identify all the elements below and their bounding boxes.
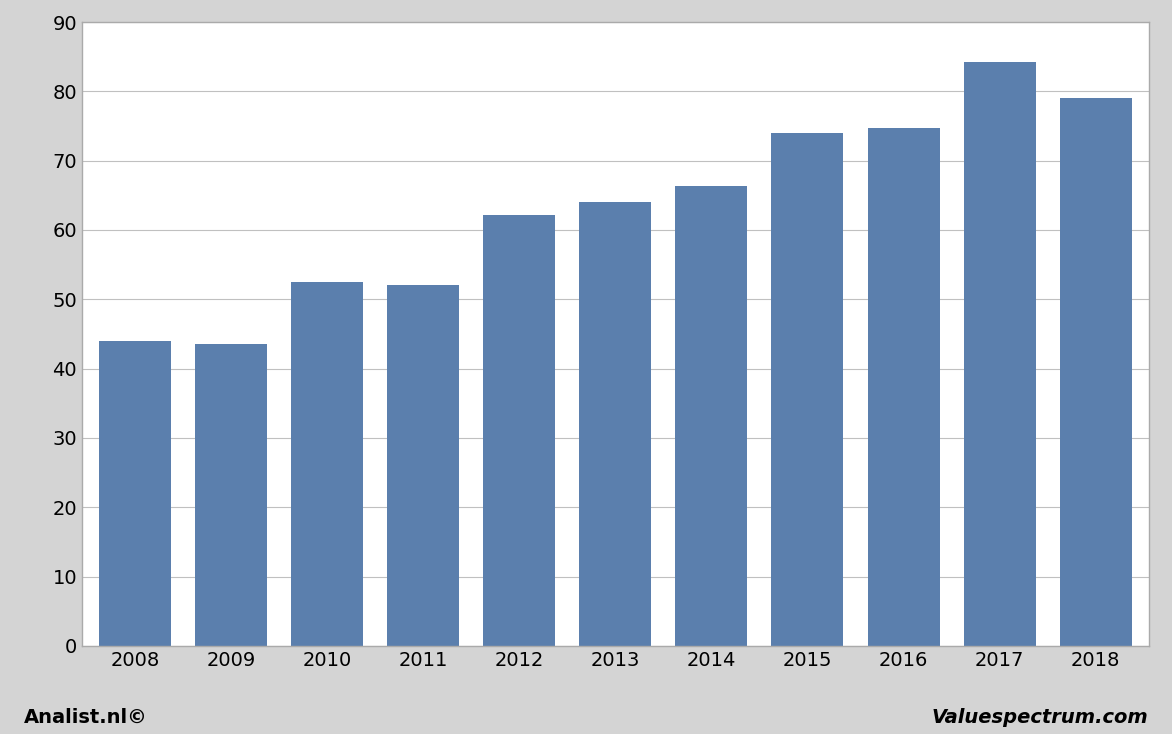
Bar bbox=[963, 62, 1036, 646]
Bar bbox=[98, 341, 171, 646]
Bar bbox=[771, 133, 844, 646]
Bar bbox=[387, 286, 459, 646]
Bar bbox=[1059, 98, 1132, 646]
Bar bbox=[867, 128, 940, 646]
Bar bbox=[291, 282, 363, 646]
Bar bbox=[195, 344, 267, 646]
Bar bbox=[579, 203, 652, 646]
Bar bbox=[675, 186, 748, 646]
Text: Valuespectrum.com: Valuespectrum.com bbox=[932, 708, 1149, 727]
Text: Analist.nl©: Analist.nl© bbox=[23, 708, 148, 727]
Bar bbox=[483, 215, 556, 646]
